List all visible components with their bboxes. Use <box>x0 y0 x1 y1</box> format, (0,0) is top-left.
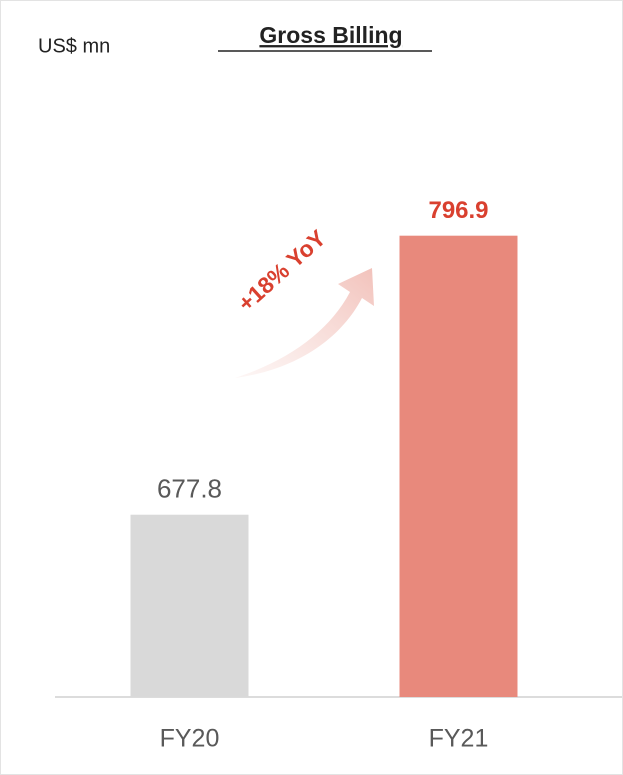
unit-label: US$ mn <box>38 35 110 57</box>
value-label: 677.8 <box>157 474 222 504</box>
x-tick-label: FY20 <box>160 725 220 753</box>
growth-arrow <box>235 268 374 378</box>
bar <box>130 514 249 697</box>
x-tick-label: FY21 <box>429 725 489 753</box>
chart-title: Gross Billing <box>259 22 402 48</box>
bar <box>399 235 518 698</box>
value-label: 796.9 <box>428 197 488 224</box>
